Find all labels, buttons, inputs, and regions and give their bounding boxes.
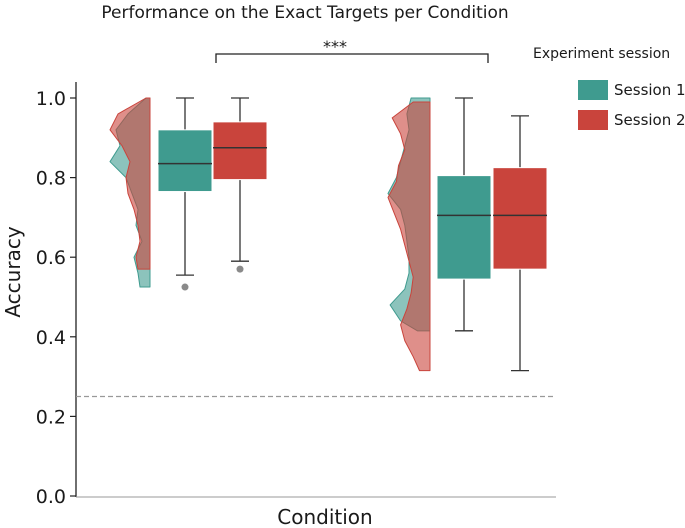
legend-title: Experiment session [533,46,670,62]
box-session-2 [492,167,548,270]
box-session-2 [212,121,268,181]
legend-label-session-1: Session 1 [614,81,685,99]
y-tick-label: 0.2 [36,406,66,428]
significance-marker: *** [323,37,347,56]
density-layer [109,97,431,372]
legend: Experiment session Session 1 Session 2 [533,46,685,130]
density-session-2 [109,97,151,270]
y-tick-label: 1.0 [36,88,66,110]
x-axis-label: Condition [277,505,372,528]
box-layer [157,97,548,372]
y-tick-label: 0.0 [36,486,66,508]
outlier-session-2 [236,265,244,273]
significance-bracket-line [215,53,489,63]
y-tick-label: 0.4 [36,327,66,349]
legend-swatch-session-2 [578,110,608,130]
y-tick-label: 0.6 [36,247,66,269]
density-session-2 [387,101,431,372]
chart-title: Performance on the Exact Targets per Con… [101,3,508,23]
legend-swatch-session-1 [578,80,608,100]
box-session-1 [157,129,213,193]
outlier-session-1 [181,283,189,291]
legend-label-session-2: Session 2 [614,111,685,129]
y-tick-label: 0.8 [36,168,66,190]
significance-bracket: *** [215,37,489,63]
y-axis: 0.0 0.2 0.4 0.6 0.8 1.0 [36,82,556,508]
y-axis-label: Accuracy [1,226,25,317]
box-session-1 [436,175,492,280]
